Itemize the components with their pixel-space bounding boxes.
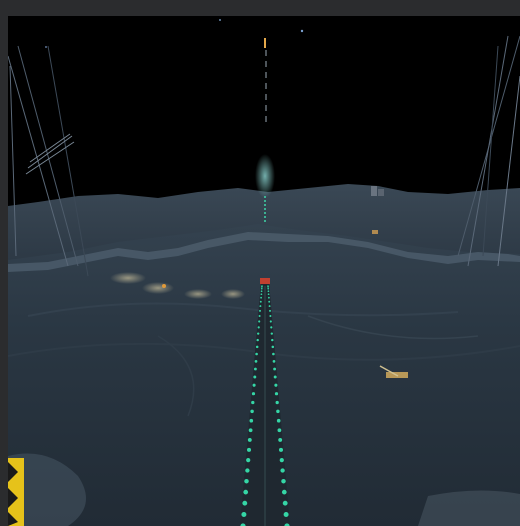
runway-light [281, 489, 287, 495]
ground-light-glow [110, 272, 146, 284]
runway-light [270, 326, 273, 329]
runway-light [256, 338, 259, 342]
runway-light [259, 305, 262, 308]
runway-light [255, 345, 259, 349]
warning-stripes-icon [8, 458, 24, 526]
runway-light [245, 468, 250, 473]
runway-light [272, 360, 276, 363]
runway-light [282, 500, 288, 506]
runway-light [257, 326, 260, 329]
runway-light [274, 392, 279, 396]
runway-light [252, 383, 256, 387]
antenna-structure [25, 133, 75, 175]
star [300, 29, 304, 33]
ground-light [372, 230, 378, 234]
runway-light [269, 314, 272, 318]
runway-light [271, 345, 275, 349]
runway-light [270, 332, 273, 335]
runway-light [279, 457, 284, 463]
runway-light [268, 305, 271, 308]
runway-light [267, 290, 270, 293]
beacon-glow [255, 154, 275, 198]
terrain-contour [157, 335, 195, 417]
runway-light [271, 338, 274, 342]
runway-light [259, 300, 262, 303]
runway-light [280, 468, 285, 473]
snow-band [8, 232, 520, 272]
runway-light [253, 375, 257, 379]
runway-light [269, 309, 271, 312]
game-viewport[interactable] [8, 16, 520, 526]
terrain-contour [27, 302, 459, 317]
snow-patch [8, 453, 86, 526]
runway-light [278, 447, 284, 452]
runway-edge-lights [240, 285, 290, 526]
runway-light [246, 457, 251, 463]
runway-light [255, 352, 258, 356]
runway-light [251, 400, 255, 405]
runway-light [269, 320, 272, 323]
runway-light [258, 314, 261, 318]
star [45, 46, 47, 48]
runway-light [276, 418, 281, 423]
runway-light [260, 287, 263, 290]
snow-patch [418, 490, 520, 526]
runway-light [283, 511, 289, 518]
runway-light [247, 437, 252, 442]
runway-light [267, 293, 270, 296]
ground-light-glow [142, 282, 174, 294]
runway-light [243, 489, 249, 495]
runway-light [248, 428, 253, 433]
cable-line [482, 45, 499, 257]
ground-light [162, 284, 166, 288]
star [219, 19, 221, 21]
ground-light-glow [221, 289, 245, 299]
beacon-light [264, 38, 266, 48]
runway-light [257, 332, 260, 335]
cable-line [47, 45, 89, 277]
structure-icon [371, 186, 384, 196]
runway-light [261, 286, 263, 288]
runway-light [260, 290, 263, 293]
runway-threshold [260, 278, 270, 284]
runway-light [277, 428, 282, 433]
runway-light [241, 511, 247, 518]
runway-light [249, 418, 254, 423]
runway-light [250, 409, 254, 414]
runway-light [274, 383, 278, 387]
runway-light [253, 367, 257, 371]
runway-light [267, 286, 269, 288]
runway-light [258, 320, 261, 323]
runway-light [284, 523, 290, 526]
runway-light [244, 478, 249, 484]
vehicle-icon [379, 365, 408, 378]
runway-light [273, 367, 277, 371]
runway-light [275, 400, 279, 405]
ground-light-glow [184, 289, 212, 299]
cable-line [497, 75, 520, 267]
cable-line [9, 65, 17, 257]
runway-light [267, 287, 270, 290]
runway-light [246, 447, 252, 452]
cable-line [467, 35, 509, 267]
runway-light [260, 296, 262, 299]
runway-light [268, 296, 270, 299]
runway-light [278, 437, 283, 442]
runway-light [268, 300, 271, 303]
runway-light [272, 352, 275, 356]
runway-light [259, 309, 261, 312]
runway-light [254, 360, 258, 363]
runway-light [273, 375, 277, 379]
runway-light [281, 478, 286, 484]
cable-line [17, 45, 79, 267]
scene-canvas [8, 16, 520, 526]
runway-light [242, 500, 248, 506]
runway-light [260, 293, 263, 296]
runway-light [251, 392, 256, 396]
terrain-contour [307, 315, 479, 340]
runway-light [240, 523, 246, 526]
runway-light [276, 409, 280, 414]
